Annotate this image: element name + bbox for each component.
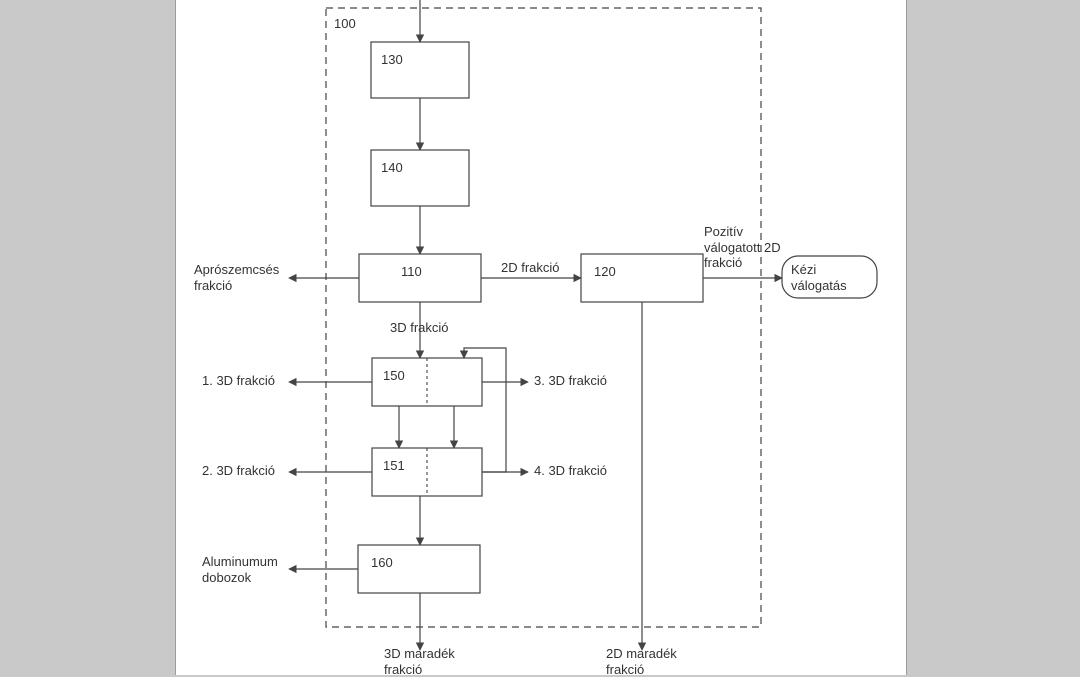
node-110-label: 110	[401, 264, 422, 279]
label-3d-3: 3. 3D frakció	[534, 373, 607, 389]
label-3d-maradek: 3D maradék frakció	[384, 646, 455, 677]
page: 100 130 140 110 120 150 151 160 Kézi vál…	[0, 0, 1080, 675]
label-pozitiv-2d: Pozitív válogatott 2D frakció	[704, 224, 781, 271]
node-140-label: 140	[381, 160, 403, 175]
boundary-box	[326, 8, 761, 627]
sheet: 100 130 140 110 120 150 151 160 Kézi vál…	[175, 0, 907, 675]
node-120-label: 120	[594, 264, 616, 279]
label-2d-frakcio: 2D frakció	[501, 260, 560, 276]
label-3d-frakcio: 3D frakció	[390, 320, 449, 336]
node-160-label: 160	[371, 555, 393, 570]
label-aluminium: Aluminumum dobozok	[202, 554, 278, 585]
node-140	[371, 150, 469, 206]
label-3d-2: 2. 3D frakció	[202, 463, 275, 479]
node-130	[371, 42, 469, 98]
flowchart-canvas	[176, 0, 906, 675]
node-150-label: 150	[383, 368, 405, 383]
boundary-label: 100	[334, 16, 356, 31]
node-130-label: 130	[381, 52, 403, 67]
label-2d-maradek: 2D maradék frakció	[606, 646, 677, 677]
label-3d-1: 1. 3D frakció	[202, 373, 275, 389]
label-aproszemcses: Aprószemcsés frakció	[194, 262, 279, 293]
node-151-label: 151	[383, 458, 405, 473]
label-3d-4: 4. 3D frakció	[534, 463, 607, 479]
terminal-label: Kézi válogatás	[791, 262, 847, 293]
